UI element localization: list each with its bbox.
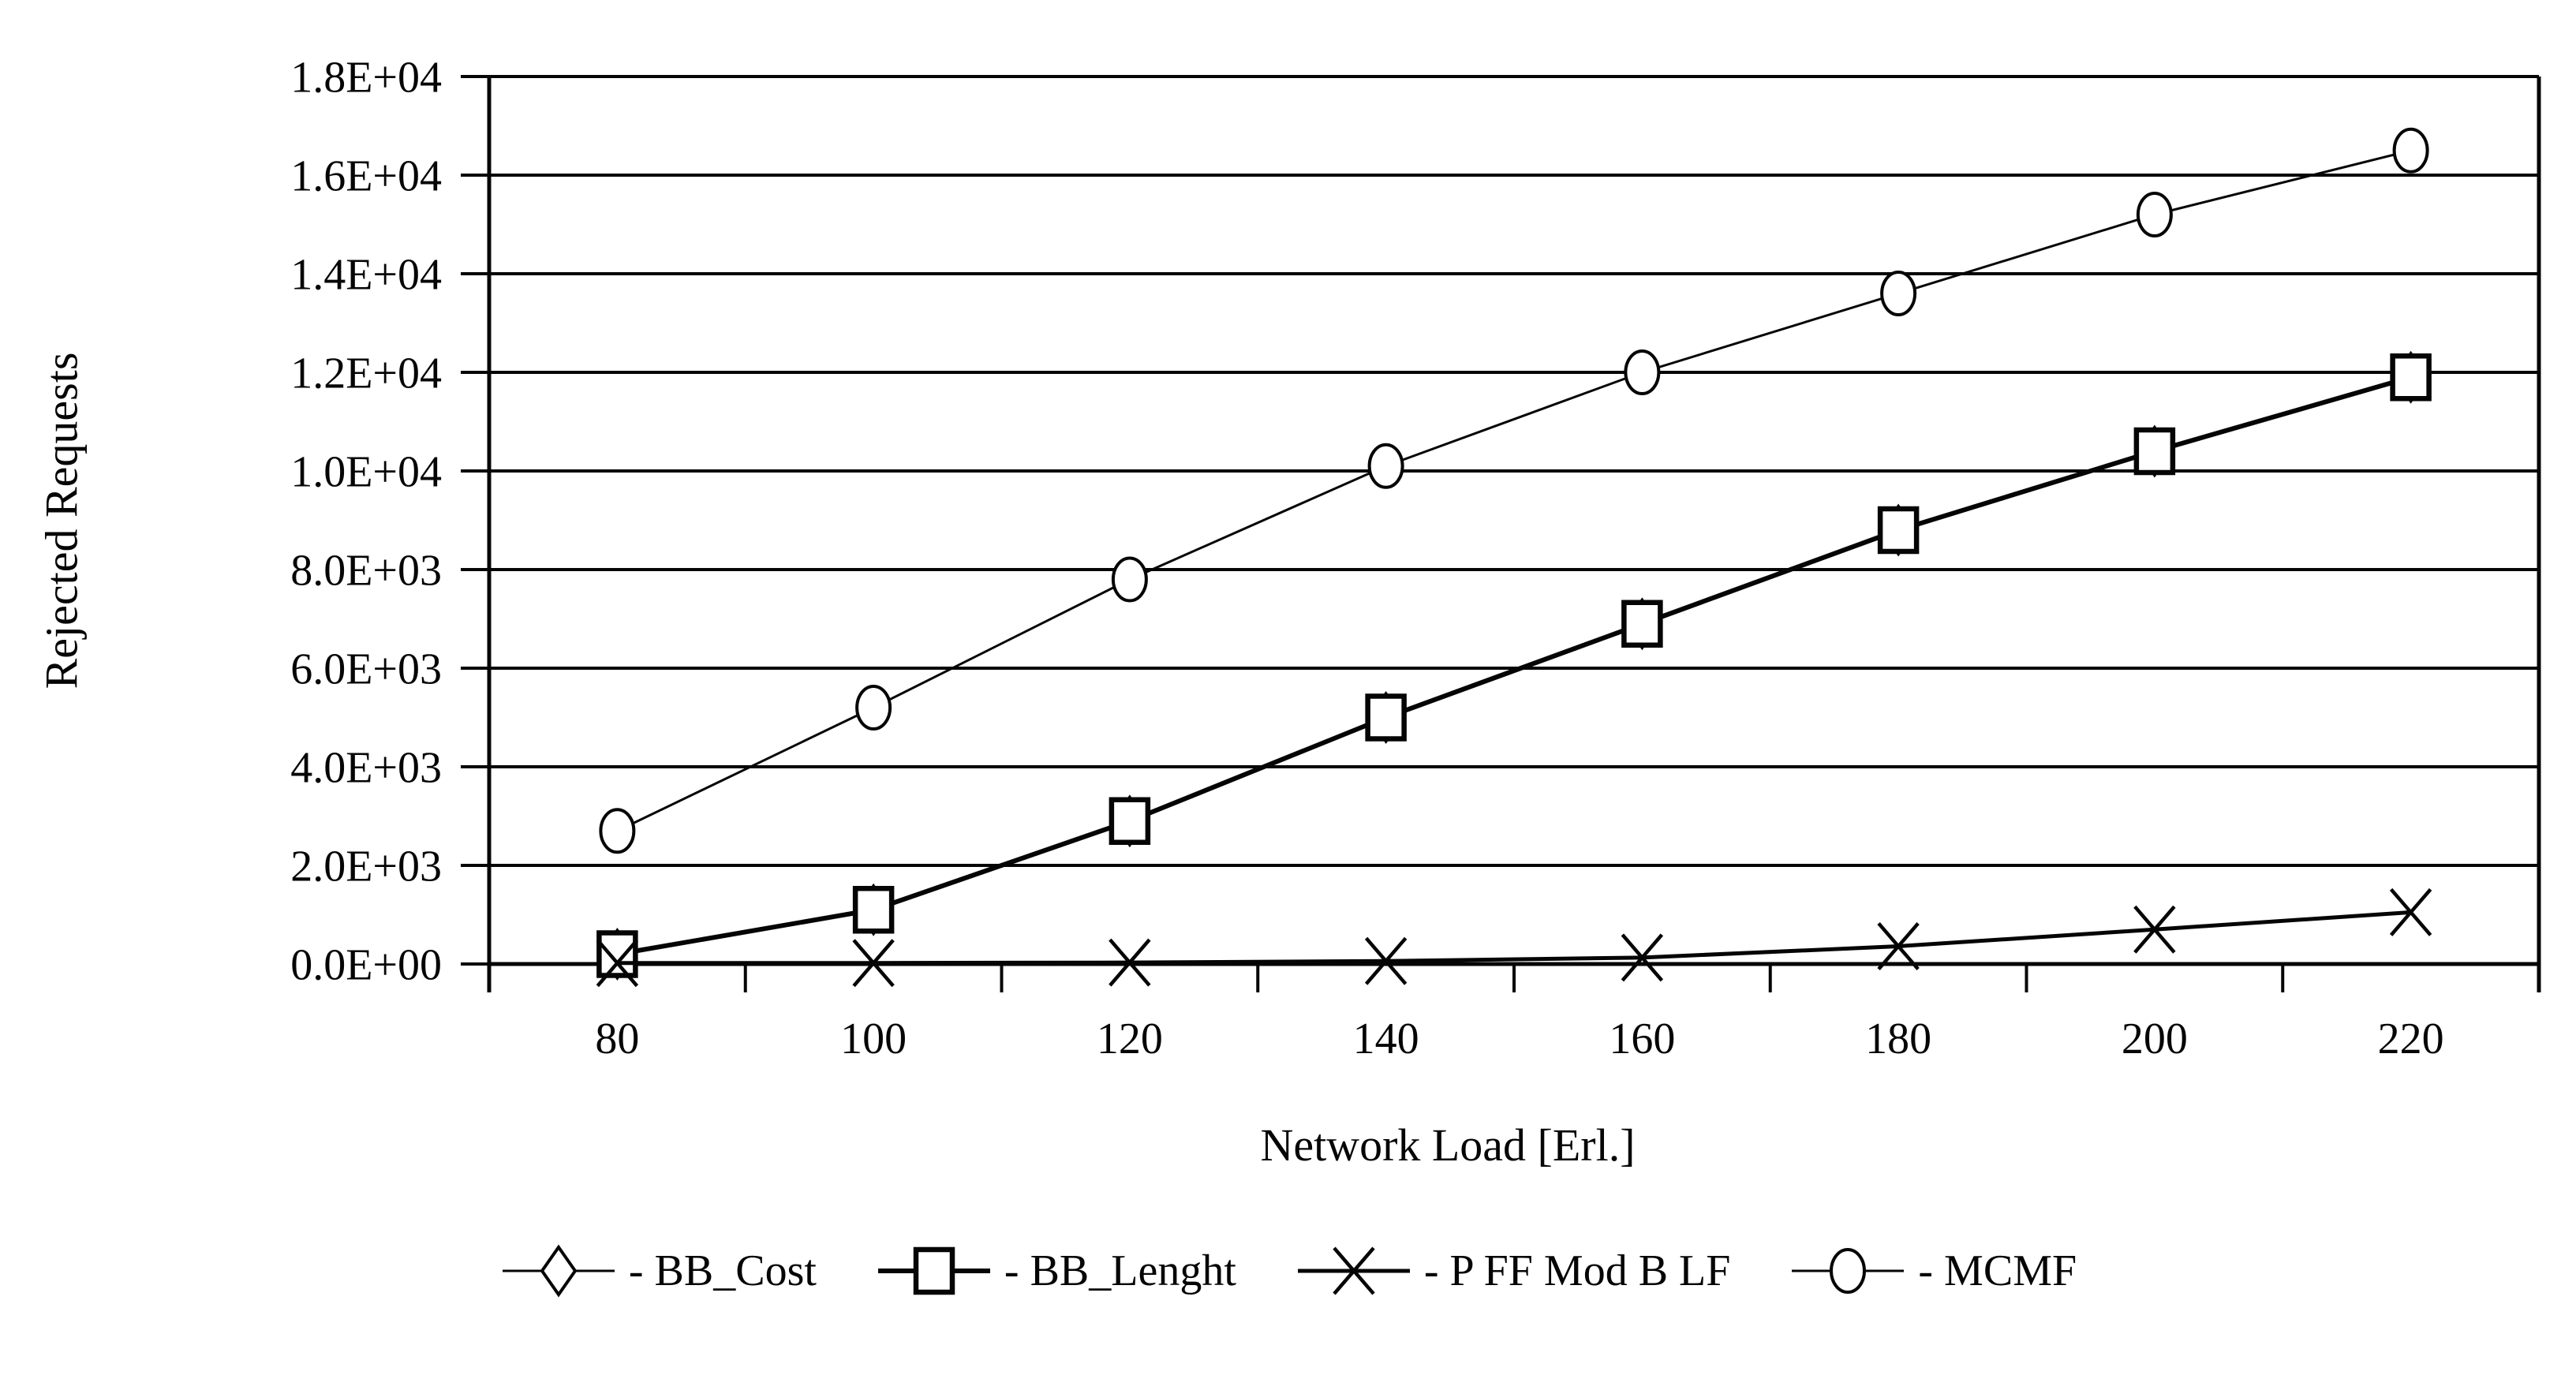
y-tick-label: 1.2E+04 <box>290 349 442 398</box>
x-tick-label: 200 <box>2122 1014 2188 1063</box>
legend-label: - P FF Mod B LF <box>1423 1246 1731 1295</box>
legend-sample-circle-icon <box>1792 1248 1905 1294</box>
square-marker-icon <box>1365 693 1407 742</box>
legend-item-mcmf: - MCMF <box>1789 1235 2077 1306</box>
legend-label: - MCMF <box>1918 1246 2077 1295</box>
x-tick-label: 140 <box>1353 1014 1419 1063</box>
square-marker-icon <box>596 930 638 978</box>
circle-marker-icon <box>1880 271 1917 316</box>
x-tick-label: 80 <box>595 1014 639 1063</box>
x-marker-icon <box>1333 1246 1375 1295</box>
square-marker-icon <box>2133 427 2176 476</box>
y-tick-label: 2.0E+03 <box>290 843 442 891</box>
legend-label: - BB_Cost <box>628 1246 817 1295</box>
circle-marker-icon <box>599 808 636 854</box>
x-tick-label: 100 <box>840 1014 907 1063</box>
x-marker-icon <box>852 939 895 988</box>
y-tick-label: 4.0E+03 <box>290 744 442 793</box>
square-marker-icon <box>852 886 895 934</box>
legend-sample-diamond-icon <box>502 1244 615 1298</box>
y-tick-label: 1.4E+04 <box>290 251 442 300</box>
legend-item-bb-lenght: - BB_Lenght <box>875 1235 1236 1306</box>
x-marker-icon <box>1109 938 1151 987</box>
x-tick-label: 180 <box>1865 1014 1931 1063</box>
x-marker-icon <box>1877 922 1920 970</box>
y-tick-label: 0.0E+00 <box>290 941 442 990</box>
circle-marker-icon <box>1367 443 1404 489</box>
y-tick-label: 1.8E+04 <box>290 54 442 103</box>
x-tick-label: 220 <box>2378 1014 2444 1063</box>
x-marker-icon <box>1364 936 1408 985</box>
x-marker-icon <box>2133 905 2176 954</box>
series-line-bb-lenght <box>616 375 2412 957</box>
square-marker-icon <box>913 1246 955 1295</box>
legend: - BB_Cost - BB_Lenght - P FF Mod B LF - MCM… <box>0 1227 2576 1314</box>
circle-marker-icon <box>855 685 892 730</box>
square-marker-icon <box>1109 797 1151 845</box>
square-marker-icon <box>1877 506 1920 555</box>
legend-label: - BB_Lenght <box>1004 1246 1236 1295</box>
y-axis-title: Rejected Requests <box>36 352 88 689</box>
series-bb-lenght <box>596 353 2432 978</box>
square-marker-icon <box>1621 600 1663 648</box>
x-tick-label: 120 <box>1097 1014 1163 1063</box>
series-mcmf <box>599 127 2429 854</box>
series-line-mcmf <box>616 149 2411 832</box>
legend-sample-x-icon <box>1297 1246 1410 1295</box>
x-marker-icon <box>596 939 639 988</box>
legend-item-bb-cost: - BB_Cost <box>499 1235 817 1306</box>
square-marker-icon <box>2390 353 2432 402</box>
legend-item-p-ff-mod-b-lf: - P FF Mod B LF <box>1295 1235 1731 1306</box>
circle-marker-icon <box>2392 127 2429 174</box>
circle-marker-icon <box>1111 556 1148 603</box>
y-tick-label: 6.0E+03 <box>290 645 442 694</box>
x-marker-icon <box>1621 933 1664 982</box>
y-tick-label: 1.6E+04 <box>290 152 442 201</box>
y-tick-label: 8.0E+03 <box>290 547 442 596</box>
circle-marker-icon <box>2136 192 2173 237</box>
y-tick-label: 1.0E+04 <box>290 448 442 497</box>
circle-marker-icon <box>1624 349 1661 395</box>
x-axis-title: Network Load [Erl.] <box>1260 1119 1636 1171</box>
diamond-marker-icon <box>540 1244 578 1298</box>
series-p-ff-mod-b-lf <box>596 887 2432 988</box>
series-line-p-ff-mod-b-lf <box>617 910 2411 966</box>
legend-sample-square-icon <box>877 1246 990 1295</box>
circle-marker-icon <box>1830 1248 1867 1294</box>
x-tick-label: 160 <box>1609 1014 1675 1063</box>
x-marker-icon <box>2389 887 2432 936</box>
